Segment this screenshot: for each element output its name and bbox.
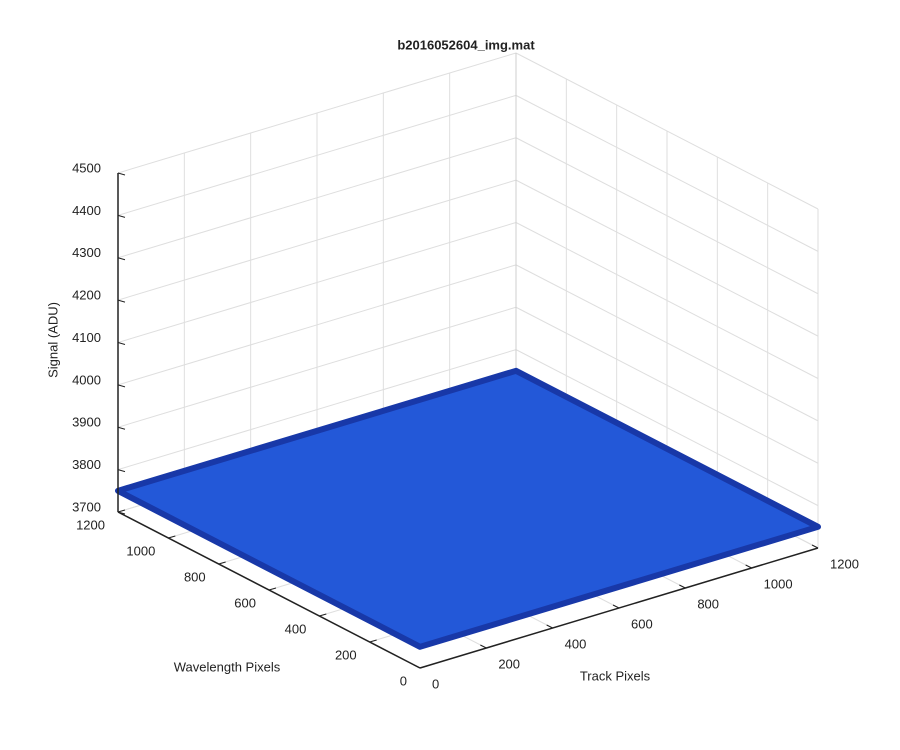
tick-mark [117, 342, 126, 345]
tick-mark [546, 624, 553, 629]
grid-line [117, 349, 517, 471]
x-tick-label: 400 [565, 636, 587, 651]
x-tick-label: 0 [432, 676, 439, 691]
grid-line [117, 264, 517, 386]
tick-mark [168, 535, 176, 539]
tick-mark [117, 384, 126, 388]
y-tick-label: 800 [184, 569, 206, 584]
tick-mark [117, 214, 126, 218]
tick-mark [319, 613, 327, 617]
z-tick-label: 4400 [72, 203, 101, 218]
tick-mark [413, 664, 421, 669]
z-tick-label: 4100 [72, 330, 101, 345]
x-tick-label: 800 [697, 596, 719, 611]
z-tick-label: 4200 [72, 288, 101, 303]
chart-title: b2016052604_img.mat [397, 37, 535, 52]
tick-mark [745, 564, 752, 569]
grid-line [515, 52, 819, 210]
grid-line [515, 179, 819, 337]
grid-line [117, 306, 517, 428]
grid-line [117, 94, 517, 216]
x-tick-label: 1200 [830, 556, 859, 571]
tick-mark [811, 544, 819, 549]
x-tick-label: 1000 [764, 576, 793, 591]
grid-line [515, 264, 819, 422]
grid-line [515, 222, 819, 379]
surface [115, 367, 821, 650]
y-tick-label: 0 [400, 673, 407, 688]
z-tick-label: 4500 [72, 160, 101, 175]
y-tick-label: 1000 [126, 543, 155, 558]
tick-mark [679, 584, 686, 589]
y-tick-label: 400 [285, 621, 307, 636]
tick-mark [612, 604, 620, 609]
grid-line [515, 306, 819, 464]
tick-mark [268, 587, 277, 591]
tick-mark [117, 509, 126, 513]
z-tick-label: 3800 [72, 457, 101, 472]
grid-line [117, 52, 517, 174]
z-tick-label: 3700 [72, 499, 101, 514]
grid-line [515, 137, 819, 295]
tick-mark [218, 561, 226, 565]
tick-mark [369, 639, 377, 643]
grid-line [117, 137, 517, 259]
z-tick-label: 3900 [72, 415, 101, 430]
tick-mark [117, 469, 126, 473]
z-axis-label: Signal (ADU) [45, 302, 60, 378]
x-tick-label: 200 [498, 656, 520, 671]
tick-mark [117, 511, 126, 515]
grid-line [515, 349, 819, 507]
tick-mark [117, 172, 126, 176]
grid-line [117, 222, 517, 343]
tick-mark [117, 299, 126, 303]
tick-mark [117, 257, 126, 261]
x-axis-label: Track Pixels [580, 668, 651, 683]
tick-mark [419, 665, 428, 669]
tick-mark [117, 426, 126, 430]
grid-line [117, 179, 517, 301]
x-tick-label: 600 [631, 616, 653, 631]
z-tick-label: 4300 [72, 245, 101, 260]
z-tick-label: 4000 [72, 372, 101, 387]
y-tick-label: 1200 [76, 517, 105, 532]
tick-mark [480, 644, 487, 649]
y-tick-label: 200 [335, 647, 357, 662]
y-axis-label: Wavelength Pixels [174, 659, 281, 674]
y-tick-label: 600 [234, 595, 256, 610]
grid-line [515, 94, 819, 252]
